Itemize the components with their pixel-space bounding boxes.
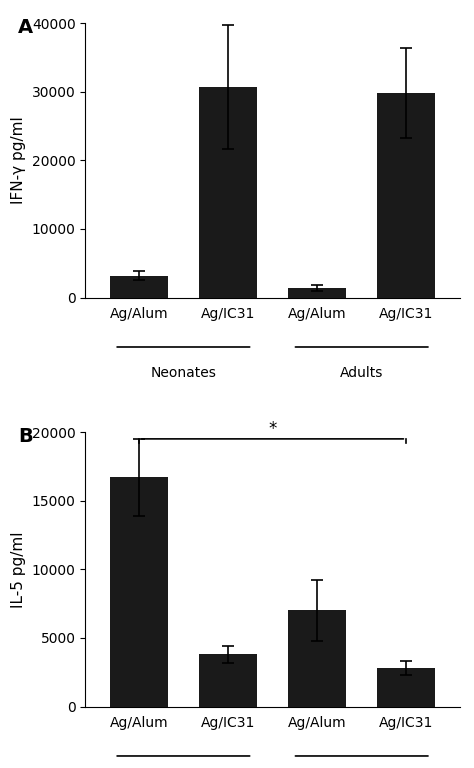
Y-axis label: IFN-γ pg/ml: IFN-γ pg/ml: [11, 117, 26, 204]
Text: B: B: [18, 426, 33, 445]
Text: Neonates: Neonates: [150, 366, 216, 380]
Bar: [288, 611, 346, 707]
Text: Adults: Adults: [340, 366, 383, 380]
Bar: [110, 478, 168, 707]
Bar: [377, 668, 435, 707]
Bar: [199, 87, 257, 297]
Bar: [199, 654, 257, 707]
Text: A: A: [18, 18, 33, 37]
Text: *: *: [268, 419, 277, 438]
Y-axis label: IL-5 pg/ml: IL-5 pg/ml: [11, 531, 26, 607]
Bar: [110, 276, 168, 297]
Bar: [377, 93, 435, 297]
Bar: [288, 288, 346, 297]
